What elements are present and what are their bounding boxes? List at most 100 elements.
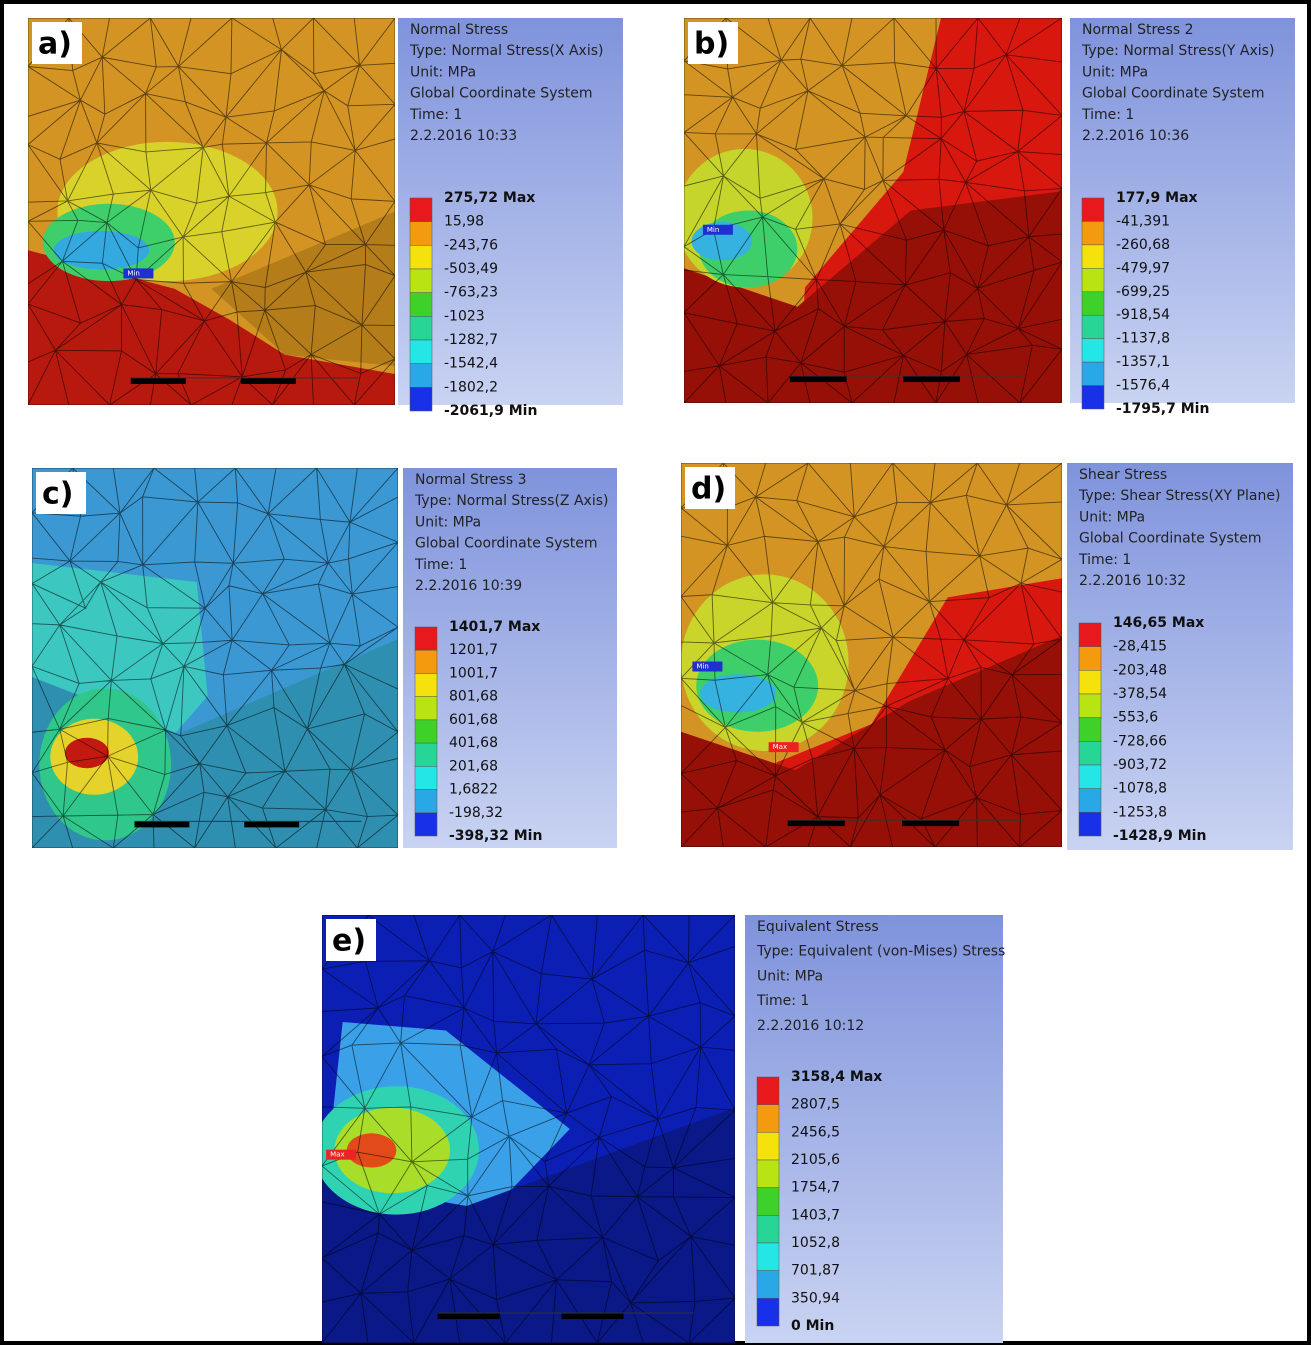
result-image <box>676 18 1062 403</box>
probe-label: Max <box>330 1151 344 1159</box>
legend-line: Time: 1 <box>756 993 809 1009</box>
scale-label: 401,68 <box>449 735 498 751</box>
scale-label: -198,32 <box>449 805 503 821</box>
color-band <box>415 627 437 650</box>
color-band <box>410 222 432 246</box>
scale-label: 177,9 Max <box>1116 190 1198 206</box>
scale-label: 701,87 <box>791 1263 840 1279</box>
scale-label: 2105,6 <box>791 1152 840 1168</box>
legend-line: Unit: MPa <box>415 514 481 530</box>
scale-bar <box>903 376 960 382</box>
scale-label: -1576,4 <box>1116 378 1170 394</box>
scale-label: 1754,7 <box>791 1180 840 1196</box>
color-band <box>757 1105 779 1133</box>
color-band <box>757 1215 779 1243</box>
legend-line: Time: 1 <box>414 557 467 573</box>
scale-label: 2807,5 <box>791 1097 840 1113</box>
probe-label: Max <box>773 743 787 751</box>
color-band <box>1079 789 1101 813</box>
scale-label: 275,72 Max <box>444 190 535 206</box>
color-band <box>410 316 432 340</box>
color-band <box>1079 741 1101 765</box>
scale-label: -1023 <box>444 308 485 324</box>
probe-label: Min <box>707 226 719 234</box>
legend-line: Global Coordinate System <box>1079 531 1262 547</box>
color-band <box>1082 362 1104 385</box>
color-band <box>415 790 437 813</box>
scale-bar <box>438 1313 500 1319</box>
probe-label: Min <box>127 269 139 277</box>
color-band <box>410 293 432 317</box>
color-band <box>410 245 432 269</box>
color-band <box>410 387 432 411</box>
color-band <box>410 364 432 388</box>
scale-label: -1795,7 Min <box>1116 401 1209 417</box>
color-band <box>1082 245 1104 268</box>
scale-label: -41,391 <box>1116 213 1170 229</box>
scale-label: 1,6822 <box>449 782 498 798</box>
scale-label: -1802,2 <box>444 379 498 395</box>
legend-line: Unit: MPa <box>1082 64 1148 80</box>
scale-label: -1428,9 Min <box>1113 828 1206 844</box>
color-band <box>757 1298 779 1326</box>
color-band <box>1082 221 1104 244</box>
color-band <box>415 766 437 789</box>
color-band <box>757 1077 779 1105</box>
legend-line: Unit: MPa <box>410 64 476 80</box>
legend-line: 2.2.2016 10:39 <box>415 578 522 594</box>
color-band <box>415 697 437 720</box>
legend-line: Time: 1 <box>409 107 462 123</box>
color-band <box>1079 623 1101 647</box>
color-band <box>757 1160 779 1188</box>
color-band <box>1079 694 1101 718</box>
legend-line: Shear Stress <box>1079 467 1167 483</box>
scale-bar <box>244 821 299 827</box>
legend-line: Type: Shear Stress(XY Plane) <box>1078 488 1280 504</box>
scale-label: -903,72 <box>1113 757 1167 773</box>
color-band <box>1082 268 1104 291</box>
legend-line: Type: Normal Stress(Y Axis) <box>1081 43 1274 59</box>
scale-label: -1253,8 <box>1113 804 1167 820</box>
figure: a)MinNormal StressType: Normal Stress(X … <box>0 0 1311 1345</box>
scale-label: -763,23 <box>444 285 498 301</box>
legend-line: Type: Normal Stress(X Axis) <box>409 43 603 59</box>
scale-label: -553,6 <box>1113 710 1158 726</box>
scale-label: -398,32 Min <box>449 828 542 844</box>
scale-label: -1542,4 <box>444 356 498 372</box>
scale-label: 15,98 <box>444 214 484 230</box>
panel-label: c) <box>42 477 74 512</box>
result-image <box>681 463 1062 847</box>
color-band <box>410 269 432 293</box>
scale-label: -243,76 <box>444 237 498 253</box>
scale-label: 601,68 <box>449 712 498 728</box>
scale-label: 1052,8 <box>791 1235 840 1251</box>
color-band <box>1079 718 1101 742</box>
color-band <box>757 1188 779 1216</box>
scale-label: -479,97 <box>1116 260 1170 276</box>
color-band <box>415 650 437 673</box>
legend-line: Type: Equivalent (von-Mises) Stress <box>756 944 1005 960</box>
scale-label: 350,94 <box>791 1290 840 1306</box>
color-band <box>1082 198 1104 221</box>
result-image <box>28 18 395 405</box>
color-band <box>415 743 437 766</box>
scale-bar <box>790 376 847 382</box>
color-band <box>415 720 437 743</box>
scale-label: 0 Min <box>791 1318 834 1334</box>
scale-bar <box>131 378 186 384</box>
scale-label: 1403,7 <box>791 1207 840 1223</box>
legend-line: Time: 1 <box>1078 552 1131 568</box>
scale-label: 1001,7 <box>449 665 498 681</box>
legend-line: Normal Stress 2 <box>1082 22 1194 38</box>
scale-label: -203,48 <box>1113 662 1167 678</box>
scale-label: -28,415 <box>1113 639 1167 655</box>
legend-line: Global Coordinate System <box>1082 86 1265 102</box>
scale-label: 1201,7 <box>449 642 498 658</box>
result-image <box>314 915 735 1343</box>
scale-label: -918,54 <box>1116 307 1170 323</box>
legend-line: Time: 1 <box>1081 107 1134 123</box>
legend-line: Normal Stress 3 <box>415 472 527 488</box>
legend-line: Normal Stress <box>410 22 508 38</box>
scale-label: -378,54 <box>1113 686 1167 702</box>
color-band <box>415 673 437 696</box>
